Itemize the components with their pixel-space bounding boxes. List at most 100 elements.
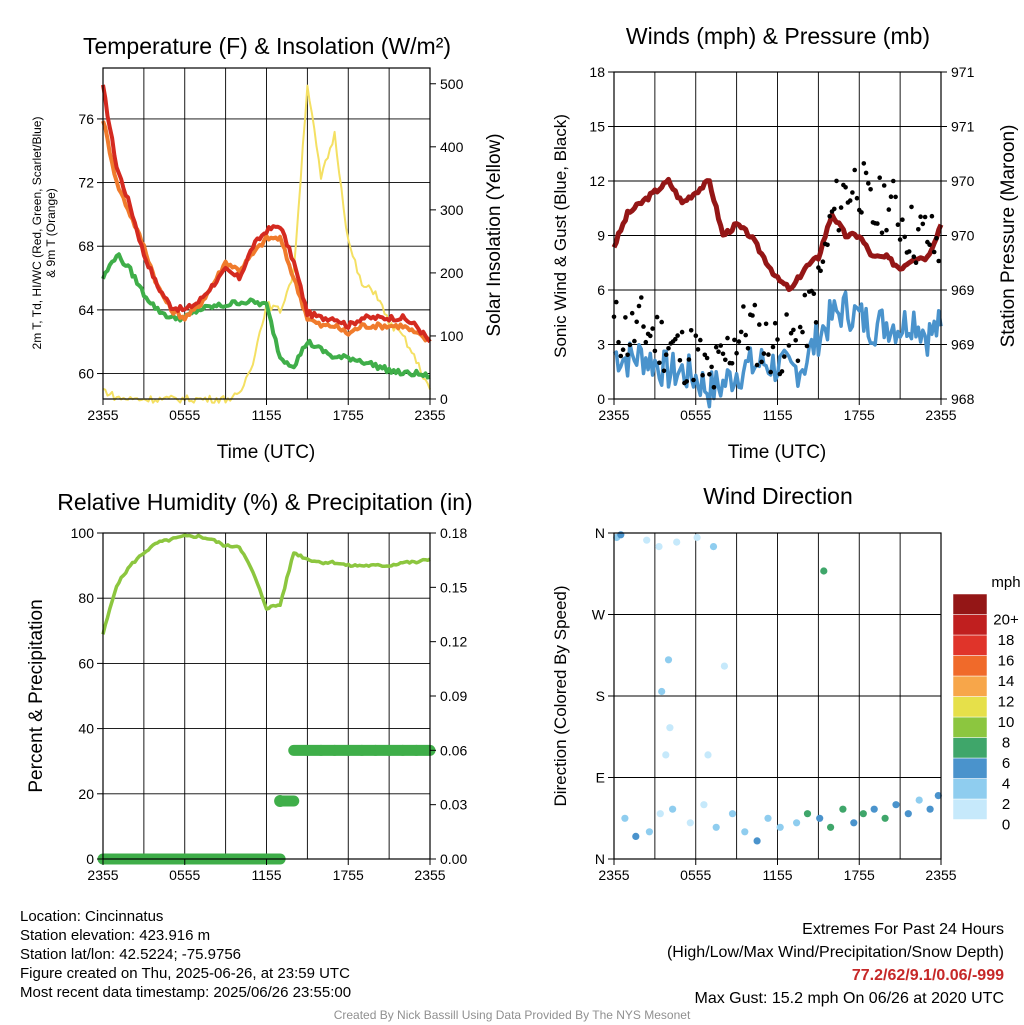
station-info: Location: Cincinnatus Station elevation:… — [20, 907, 351, 1002]
direction-point — [658, 687, 666, 696]
gust-point — [818, 268, 823, 274]
gust-point — [916, 227, 921, 232]
gust-point — [936, 258, 941, 264]
temperature-ylabel-left-2: & 9m T (Orange) — [44, 188, 58, 278]
y2-tick-label: 970 — [951, 228, 975, 244]
gust-point — [711, 385, 717, 390]
gust-point — [859, 210, 864, 215]
gust-point — [663, 352, 669, 358]
gust-point — [816, 265, 821, 270]
y2-tick-label: 400 — [440, 139, 464, 155]
gust-point — [752, 302, 758, 308]
gust-point — [863, 170, 869, 176]
direction-point — [741, 828, 749, 836]
gust-point — [891, 178, 896, 184]
direction-point — [686, 819, 694, 827]
direction-point — [632, 832, 640, 841]
gust-point — [795, 358, 801, 364]
direction-point — [617, 531, 625, 539]
gust-point — [743, 332, 748, 338]
gust-point — [691, 377, 696, 383]
gust-point — [709, 364, 714, 370]
gust-point — [791, 327, 796, 333]
gust-point — [618, 353, 624, 359]
gust-point — [802, 292, 808, 298]
y2-tick-label: 0.03 — [440, 797, 467, 813]
y2-tick-label: 970 — [951, 173, 975, 189]
gust-point — [920, 221, 926, 227]
gust-point — [702, 352, 708, 358]
gust-point — [895, 222, 901, 227]
gust-point — [825, 242, 830, 248]
x-tick-label: 2355 — [925, 407, 956, 423]
gust-point — [745, 346, 751, 351]
gust-point — [677, 358, 683, 363]
gust-point — [693, 333, 699, 339]
gust-point — [757, 322, 762, 327]
gust-point — [614, 299, 619, 305]
series-line-td — [101, 252, 431, 380]
y2-tick-label: 100 — [440, 328, 464, 344]
x-tick-label: 1755 — [333, 867, 364, 883]
y-tick-label: 15 — [589, 119, 605, 135]
y-tick-label: 60 — [78, 655, 94, 671]
gust-point — [695, 347, 701, 352]
humidity-title: Relative Humidity (%) & Precipitation (i… — [57, 489, 472, 515]
gust-point — [900, 217, 905, 222]
gust-point — [723, 357, 728, 363]
gust-point — [775, 337, 780, 342]
direction-point — [915, 796, 923, 804]
gust-point — [620, 347, 626, 353]
gust-point — [741, 304, 746, 309]
gust-point — [929, 213, 935, 219]
gust-point — [893, 194, 898, 200]
gust-point — [713, 344, 719, 350]
x-tick-label: 2355 — [87, 867, 118, 883]
winds-xlabel: Time (UTC) — [728, 442, 827, 463]
precip-point — [274, 795, 287, 808]
winds-title: Winds (mph) & Pressure (mb) — [626, 23, 930, 49]
legend-swatch — [952, 778, 988, 800]
gust-point — [761, 351, 767, 356]
gust-point — [838, 205, 844, 210]
gust-point — [616, 339, 621, 345]
gust-point — [632, 338, 637, 344]
legend-swatch — [952, 593, 988, 615]
gust-point — [725, 335, 730, 341]
direction-point — [870, 805, 878, 813]
legend-label: 20+ — [993, 611, 1019, 628]
gust-point — [931, 249, 937, 255]
winds-ylabel-right: Station Pressure (Maroon) — [998, 125, 1019, 348]
gust-point — [639, 295, 644, 300]
station-latlon: Station lat/lon: 42.5224; -75.9756 — [20, 946, 242, 963]
x-tick-label: 0555 — [680, 867, 711, 883]
gust-point — [832, 206, 837, 212]
y2-tick-label: 0.00 — [440, 851, 467, 867]
legend-swatch — [952, 675, 988, 697]
gust-point — [861, 161, 867, 166]
legend-label: 8 — [1002, 734, 1010, 751]
legend-swatch — [952, 798, 988, 820]
gust-point — [629, 310, 635, 316]
gust-point — [679, 329, 685, 335]
direction-point — [764, 814, 772, 822]
series-line-sonic-wind — [612, 290, 943, 409]
y-tick-label: 68 — [78, 238, 94, 254]
station-location: Location: Cincinnatus — [20, 908, 164, 925]
gust-point — [650, 326, 655, 331]
y2-tick-label: 300 — [440, 202, 464, 218]
gust-point — [636, 303, 642, 309]
y-tick-label: N — [595, 525, 605, 541]
max-gust: Max Gust: 15.2 mph On 06/26 at 2020 UTC — [694, 990, 1005, 1007]
x-tick-label: 1755 — [844, 867, 875, 883]
gust-point — [813, 320, 819, 325]
y2-tick-label: 968 — [951, 391, 975, 407]
legend-label: 2 — [1002, 796, 1010, 813]
gust-point — [782, 354, 787, 359]
gust-point — [770, 344, 776, 350]
legend-label: 14 — [998, 673, 1015, 690]
series-line-station-pressure — [611, 176, 944, 293]
direction-point — [662, 751, 670, 759]
x-tick-label: 0555 — [169, 867, 200, 883]
y-tick-label: S — [596, 688, 605, 704]
